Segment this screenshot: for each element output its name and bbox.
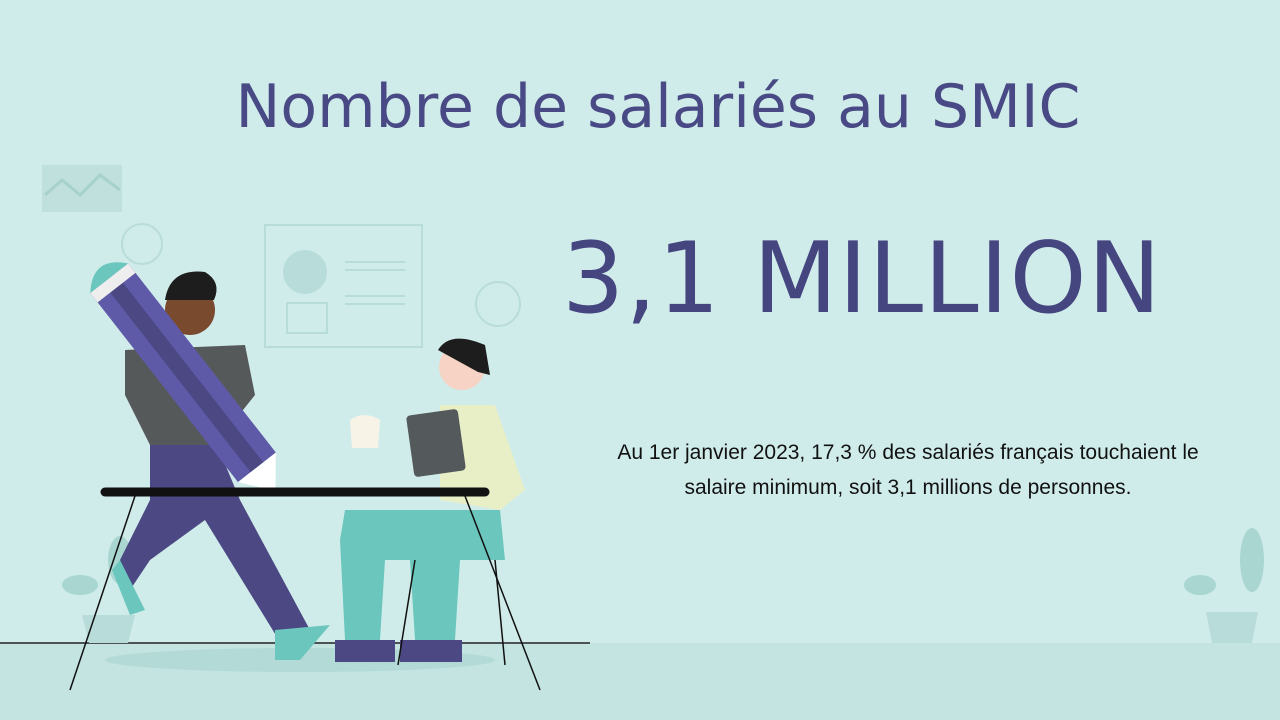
body-text: Au 1er janvier 2023, 17,3 % des salariés… xyxy=(617,441,1199,499)
plant-right xyxy=(1184,528,1264,643)
headline-figure: 3,1 MILLION xyxy=(561,222,1162,336)
person-right xyxy=(335,338,525,662)
image-icon xyxy=(286,302,328,334)
text-lines xyxy=(345,261,405,305)
chart-icon xyxy=(42,165,122,212)
pie-icon xyxy=(283,250,327,294)
dashboard-icon xyxy=(264,224,423,348)
bubble-icon xyxy=(121,223,163,265)
bubble-icon xyxy=(475,281,521,327)
pencil xyxy=(90,262,276,491)
table-legs xyxy=(69,495,541,691)
chart-icon-line xyxy=(44,173,121,198)
slide-title: Nombre de salariés au SMIC xyxy=(235,72,1081,142)
